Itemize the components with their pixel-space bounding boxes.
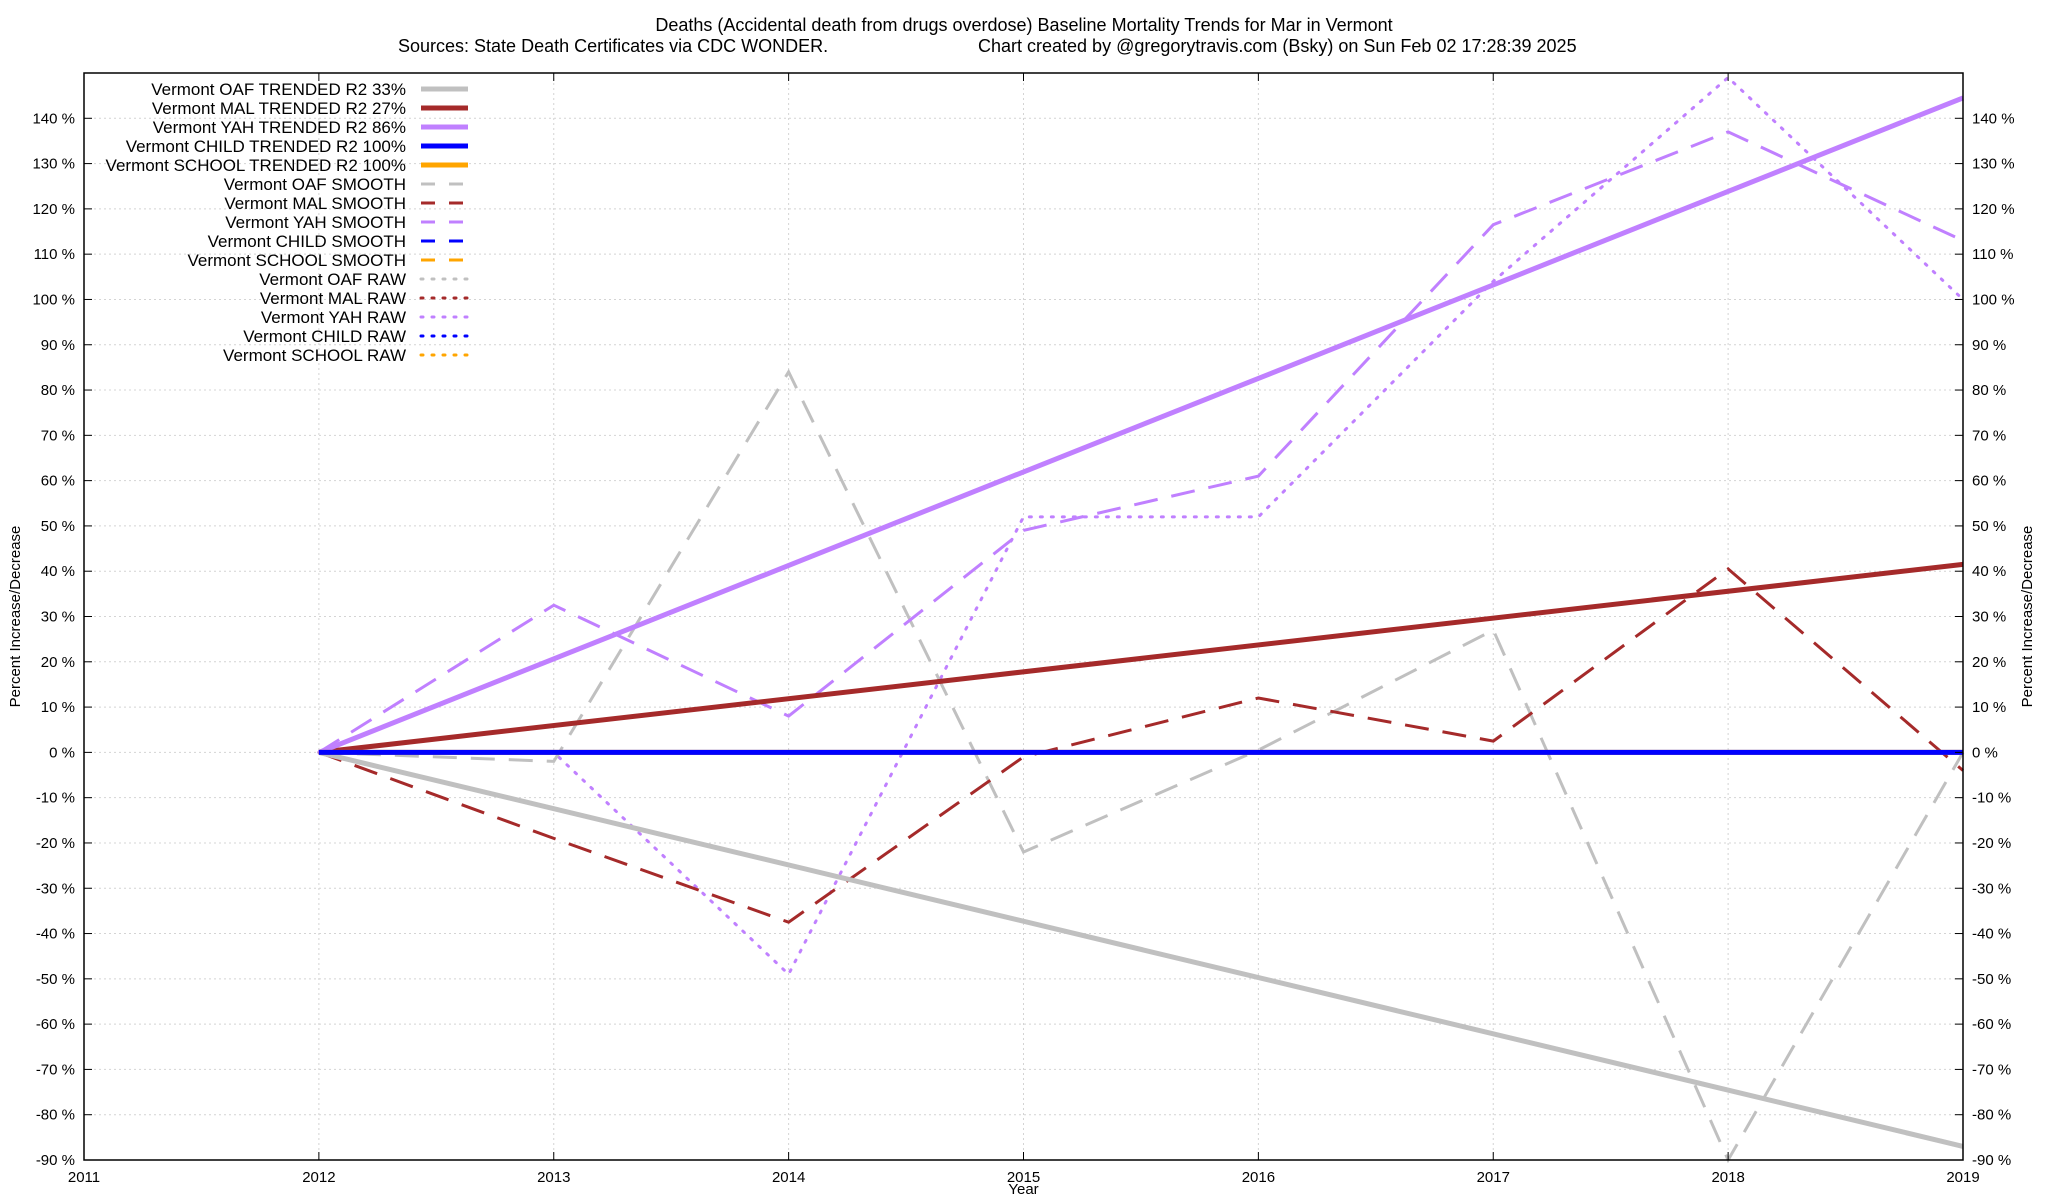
y-axis-label-right: Percent Increase/Decrease — [2019, 526, 2036, 708]
y-tick-label-left: -30 % — [36, 880, 75, 897]
series-line-vermont-yah-smooth — [318, 130, 1964, 754]
y-tick-label-left: 130 % — [32, 156, 75, 173]
y-tick-label-right: 40 % — [1972, 563, 2006, 580]
y-tick-label-right: 50 % — [1972, 518, 2006, 535]
legend-label-vermont-yah-smooth: Vermont YAH SMOOTH — [225, 213, 406, 232]
x-tick-label: 2014 — [772, 1169, 805, 1186]
y-tick-label-right: 120 % — [1972, 201, 2015, 218]
y-tick-label-right: 100 % — [1972, 291, 2015, 308]
series-line-vermont-mal-trended-r2-27 — [318, 561, 1964, 755]
y-tick-label-left: 30 % — [41, 609, 75, 626]
y-tick-label-left: -10 % — [36, 790, 75, 807]
y-tick-label-right: 140 % — [1972, 110, 2015, 127]
y-tick-label-right: 110 % — [1972, 246, 2013, 263]
chart-title: Deaths (Accidental death from drugs over… — [655, 15, 1392, 35]
legend-label-vermont-mal-smooth: Vermont MAL SMOOTH — [224, 194, 406, 213]
y-tick-label-left: 110 % — [34, 246, 75, 263]
y-tick-label-right: -50 % — [1972, 971, 2011, 988]
x-tick-label: 2013 — [537, 1169, 570, 1186]
y-tick-label-right: -20 % — [1972, 835, 2011, 852]
y-tick-label-right: -10 % — [1972, 790, 2011, 807]
series-lines — [317, 75, 1965, 1164]
y-tick-label-left: -80 % — [36, 1107, 75, 1124]
x-tick-label: 2012 — [302, 1169, 335, 1186]
y-axis-label-left: Percent Increase/Decrease — [7, 526, 24, 708]
series-line-vermont-yah-raw — [317, 75, 1965, 977]
y-tick-label-right: 80 % — [1972, 382, 2006, 399]
legend-label-vermont-school-raw: Vermont SCHOOL RAW — [223, 346, 406, 365]
series-line-vermont-oaf-trended-r2-33 — [318, 749, 1964, 1149]
legend-label-vermont-mal-trended-r2-27: Vermont MAL TRENDED R2 27% — [152, 99, 406, 118]
y-tick-label-left: -20 % — [36, 835, 75, 852]
y-tick-label-right: 30 % — [1972, 609, 2006, 626]
legend-label-vermont-yah-trended-r2-86: Vermont YAH TRENDED R2 86% — [153, 118, 406, 137]
y-tick-label-left: -70 % — [36, 1061, 75, 1078]
y-tick-label-left: -40 % — [36, 926, 75, 943]
y-tick-label-right: -60 % — [1972, 1016, 2011, 1033]
y-tick-label-right: 70 % — [1972, 427, 2006, 444]
x-tick-label: 2015 — [1007, 1169, 1040, 1186]
y-tick-label-left: 20 % — [41, 654, 75, 671]
y-tick-label-left: -60 % — [36, 1016, 75, 1033]
y-tick-label-left: 140 % — [32, 110, 75, 127]
y-tick-label-left: 70 % — [41, 427, 75, 444]
legend-label-vermont-mal-raw: Vermont MAL RAW — [260, 289, 406, 308]
y-tick-label-right: 0 % — [1972, 744, 1998, 761]
y-tick-label-right: 10 % — [1972, 699, 2006, 716]
y-tick-label-right: -30 % — [1972, 880, 2011, 897]
y-tick-label-left: 100 % — [32, 291, 75, 308]
legend-label-vermont-oaf-trended-r2-33: Vermont OAF TRENDED R2 33% — [151, 80, 406, 99]
y-tick-label-right: -70 % — [1972, 1061, 2011, 1078]
x-axis-label: Year — [1008, 1181, 1038, 1198]
chart-subtitle-sources: Sources: State Death Certificates via CD… — [398, 36, 828, 56]
y-tick-label-left: -90 % — [36, 1152, 75, 1169]
x-tick-label: 2018 — [1711, 1169, 1744, 1186]
chart-subtitle-credit: Chart created by @gregorytravis.com (Bsk… — [978, 36, 1577, 56]
y-tick-label-right: 130 % — [1972, 156, 2015, 173]
legend-label-vermont-yah-raw: Vermont YAH RAW — [261, 308, 406, 327]
y-tick-label-left: 90 % — [41, 337, 75, 354]
grid — [84, 73, 1963, 1161]
y-tick-label-left: 10 % — [41, 699, 75, 716]
axis-ticks: 2011 2012 2013 2014 2015 2016 2017 2018 2019-90 … — [32, 73, 2015, 1186]
series-line-vermont-oaf-smooth — [318, 368, 1965, 1164]
legend-label-vermont-oaf-raw: Vermont OAF RAW — [259, 270, 406, 289]
x-tick-label: 2011 — [68, 1169, 100, 1186]
y-tick-label-left: 0 % — [49, 744, 75, 761]
legend-label-vermont-school-smooth: Vermont SCHOOL SMOOTH — [187, 251, 406, 270]
y-tick-label-left: 80 % — [41, 382, 75, 399]
y-tick-label-left: 120 % — [32, 201, 75, 218]
legend-label-vermont-school-trended-r2-100: Vermont SCHOOL TRENDED R2 100% — [106, 156, 406, 175]
legend-label-vermont-child-trended-r2-100: Vermont CHILD TRENDED R2 100% — [126, 137, 406, 156]
legend: Vermont OAF TRENDED R2 33%Vermont MAL TR… — [106, 80, 470, 365]
legend-label-vermont-child-raw: Vermont CHILD RAW — [243, 327, 406, 346]
y-tick-label-left: 40 % — [41, 563, 75, 580]
y-tick-label-left: 60 % — [41, 473, 75, 490]
y-tick-label-right: -40 % — [1972, 926, 2011, 943]
x-tick-label: 2016 — [1242, 1169, 1275, 1186]
y-tick-label-right: 60 % — [1972, 473, 2006, 490]
y-tick-label-right: -80 % — [1972, 1107, 2011, 1124]
y-tick-label-right: 20 % — [1972, 654, 2006, 671]
y-tick-label-right: 90 % — [1972, 337, 2006, 354]
legend-label-vermont-oaf-smooth: Vermont OAF SMOOTH — [224, 175, 406, 194]
y-tick-label-right: -90 % — [1972, 1152, 2011, 1169]
legend-label-vermont-child-smooth: Vermont CHILD SMOOTH — [208, 232, 406, 251]
x-tick-label: 2019 — [1946, 1169, 1979, 1186]
x-tick-label: 2017 — [1477, 1169, 1510, 1186]
y-tick-label-left: -50 % — [36, 971, 75, 988]
y-tick-label-left: 50 % — [41, 518, 75, 535]
series-line-vermont-yah-trended-r2-86 — [317, 95, 1964, 755]
